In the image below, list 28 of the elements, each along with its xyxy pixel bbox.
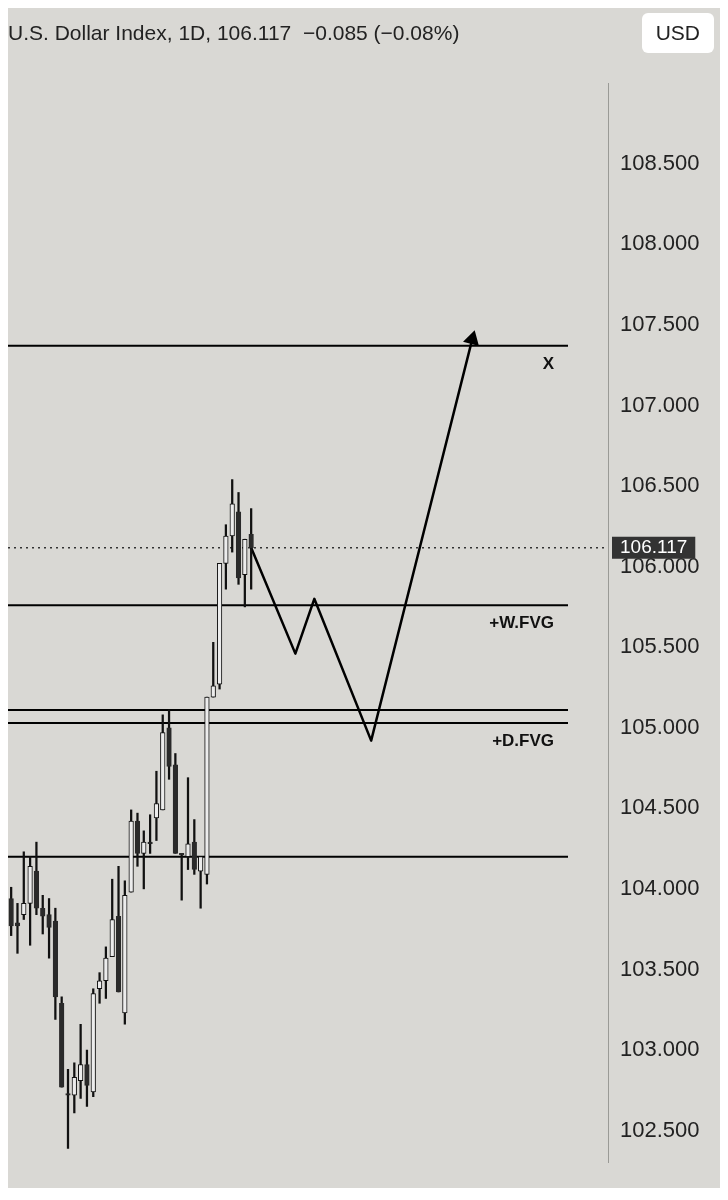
y-tick-label: 105.000 bbox=[620, 713, 700, 739]
y-tick-label: 102.500 bbox=[620, 1116, 700, 1142]
candlestick bbox=[166, 709, 172, 780]
ref-line-label: +W.FVG bbox=[489, 613, 554, 633]
y-tick-label: 105.500 bbox=[620, 633, 700, 659]
candlestick bbox=[65, 1069, 71, 1149]
y-tick-label: 103.500 bbox=[620, 955, 700, 981]
candlestick bbox=[205, 696, 209, 885]
candlestick bbox=[153, 770, 160, 841]
candlestick bbox=[84, 1049, 90, 1107]
candlestick bbox=[185, 777, 191, 870]
chart-title: U.S. Dollar Index, 1D, 106.117 −0.085 (−0.08%) bbox=[8, 21, 460, 45]
y-tick-label: 107.500 bbox=[620, 310, 700, 336]
y-tick-label: 103.000 bbox=[620, 1036, 700, 1062]
candlestick bbox=[96, 972, 103, 1004]
y-tick-label: 106.500 bbox=[620, 472, 700, 498]
ref-line-label: X bbox=[542, 354, 555, 374]
candlestick bbox=[14, 903, 21, 954]
y-tick-label: 108.500 bbox=[620, 149, 700, 175]
text: USD bbox=[641, 13, 714, 53]
y-tick-label: 108.000 bbox=[620, 230, 700, 256]
candlestick bbox=[46, 898, 52, 959]
y-tick-label: 107.000 bbox=[620, 391, 700, 417]
y-tick-label: 104.000 bbox=[620, 874, 700, 900]
y-tick-label: 104.500 bbox=[620, 794, 700, 820]
candlestick bbox=[103, 946, 109, 999]
ref-line-label: +D.FVG bbox=[492, 731, 554, 751]
candlestick bbox=[223, 524, 229, 590]
